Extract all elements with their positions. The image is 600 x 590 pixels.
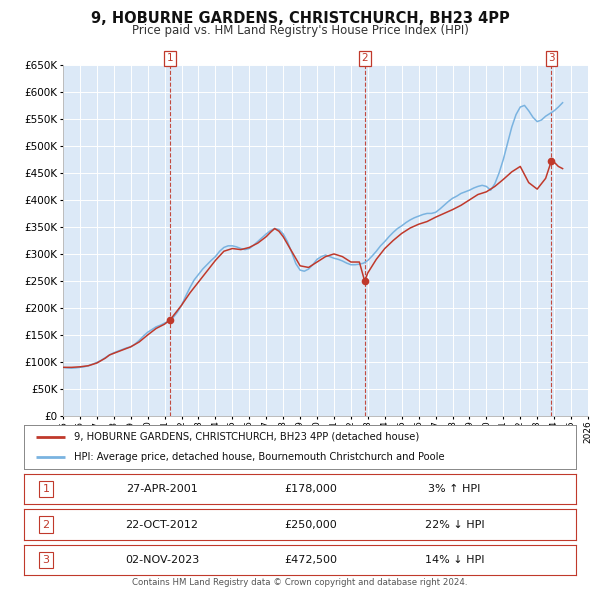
Text: 14% ↓ HPI: 14% ↓ HPI	[425, 555, 484, 565]
Text: 3% ↑ HPI: 3% ↑ HPI	[428, 484, 481, 494]
Text: 9, HOBURNE GARDENS, CHRISTCHURCH, BH23 4PP: 9, HOBURNE GARDENS, CHRISTCHURCH, BH23 4…	[91, 11, 509, 25]
Text: 2: 2	[43, 520, 50, 529]
Text: Contains HM Land Registry data © Crown copyright and database right 2024.: Contains HM Land Registry data © Crown c…	[132, 578, 468, 587]
Text: £250,000: £250,000	[284, 520, 337, 529]
Text: 1: 1	[167, 53, 173, 63]
Text: Price paid vs. HM Land Registry's House Price Index (HPI): Price paid vs. HM Land Registry's House …	[131, 24, 469, 37]
Text: £472,500: £472,500	[284, 555, 338, 565]
Text: 3: 3	[43, 555, 50, 565]
Text: 2: 2	[361, 53, 368, 63]
Text: 22-OCT-2012: 22-OCT-2012	[125, 520, 199, 529]
Text: HPI: Average price, detached house, Bournemouth Christchurch and Poole: HPI: Average price, detached house, Bour…	[74, 452, 445, 462]
Text: 22% ↓ HPI: 22% ↓ HPI	[425, 520, 484, 529]
Text: £178,000: £178,000	[284, 484, 337, 494]
Text: 9, HOBURNE GARDENS, CHRISTCHURCH, BH23 4PP (detached house): 9, HOBURNE GARDENS, CHRISTCHURCH, BH23 4…	[74, 432, 419, 442]
Text: 02-NOV-2023: 02-NOV-2023	[125, 555, 199, 565]
Text: 3: 3	[548, 53, 555, 63]
Text: 1: 1	[43, 484, 50, 494]
Text: 27-APR-2001: 27-APR-2001	[126, 484, 198, 494]
